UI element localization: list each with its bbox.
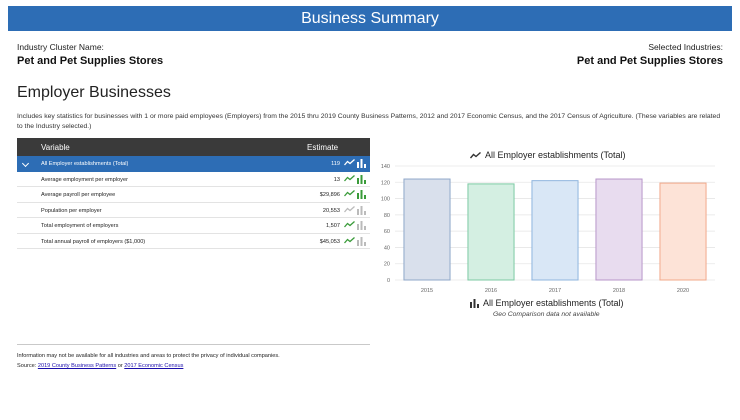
bar-chart-icon[interactable] — [357, 236, 366, 248]
chart-bar-2016[interactable] — [467, 183, 515, 281]
table-row[interactable]: Average employment per employer 13 — [17, 172, 370, 187]
row-estimate-value: $29,896 — [319, 192, 340, 198]
table-row[interactable]: All Employer establishments (Total) 119 — [17, 156, 370, 172]
page-header: Business Summary — [8, 6, 732, 31]
row-estimate-value: 1,507 — [326, 223, 340, 229]
column-header-estimate: Estimate — [307, 143, 339, 152]
bar-chart-icon[interactable] — [357, 221, 366, 232]
source-link-cbp[interactable]: 2019 County Business Patterns — [37, 363, 117, 369]
row-estimate-value: 13 — [333, 176, 340, 183]
y-tick-label: 100 — [381, 197, 390, 203]
y-tick-label: 20 — [384, 262, 390, 268]
trend-line-icon — [469, 152, 481, 159]
x-tick-label: 2020 — [677, 288, 689, 294]
chart-bar-2017[interactable] — [531, 180, 579, 281]
chart-bar-2018[interactable] — [595, 178, 643, 281]
table-row[interactable]: Total employment of employers 1,507 — [17, 218, 370, 234]
bar-chart-icon[interactable] — [357, 190, 366, 201]
selected-industries-label: Selected Industries: — [648, 42, 723, 52]
source-or: or — [116, 363, 125, 369]
selected-industries-value: Pet and Pet Supplies Stores — [576, 55, 723, 67]
industry-cluster-value: Pet and Pet Supplies Stores — [17, 55, 164, 67]
table-row[interactable]: Total annual payroll of employers ($1,00… — [17, 234, 370, 249]
trend-line-icon[interactable] — [344, 205, 355, 215]
trend-line-icon[interactable] — [344, 236, 355, 246]
privacy-note: Information may not be available for all… — [17, 353, 280, 359]
table-row[interactable]: Average payroll per employee $29,896 — [17, 187, 370, 203]
column-header-variable: Variable — [41, 143, 70, 152]
bar-chart-icon — [470, 299, 479, 309]
trend-line-icon[interactable] — [344, 221, 355, 230]
chart-legend: All Employer establishments (Total) — [470, 298, 624, 309]
bar-chart: 0 20 40 60 80 100 120 140 2015 2016 2017 2018 2020 — [381, 164, 715, 294]
chevron-down-icon[interactable] — [21, 159, 30, 168]
page-title: Business Summary — [301, 10, 439, 27]
row-variable-name: Average payroll per employee — [41, 192, 116, 198]
variables-table: Variable Estimate All Employer establish… — [17, 138, 370, 345]
section-title: Employer Businesses — [17, 84, 171, 101]
y-tick-label: 60 — [384, 229, 390, 235]
row-variable-name: Total annual payroll of employers ($1,00… — [41, 238, 146, 245]
row-variable-name: Population per employer — [41, 207, 102, 214]
bar-chart-icon[interactable] — [357, 205, 366, 217]
legend-label: All Employer establishments (Total) — [483, 298, 624, 308]
y-tick-label: 40 — [384, 245, 390, 251]
x-tick-label: 2015 — [421, 288, 433, 294]
chart-title: All Employer establishments (Total) — [469, 150, 626, 160]
x-tick-label: 2016 — [485, 288, 497, 294]
industry-cluster-label: Industry Cluster Name: — [17, 42, 104, 52]
row-estimate-value: $45,053 — [319, 238, 340, 245]
section-description: Includes key statistics for businesses w… — [17, 113, 721, 130]
bar-chart-icon[interactable] — [357, 159, 366, 170]
y-tick-label: 80 — [384, 213, 390, 219]
x-tick-label: 2017 — [549, 288, 561, 294]
source-prefix: Source: — [17, 363, 38, 369]
table-row[interactable]: Population per employer 20,553 — [17, 203, 370, 218]
chart-bar-2015[interactable] — [403, 178, 451, 281]
row-estimate-value: 119 — [331, 161, 340, 167]
source-link-economic-census[interactable]: 2017 Economic Census — [124, 363, 184, 369]
row-variable-name: Average employment per employer — [41, 176, 128, 183]
y-tick-label: 120 — [381, 180, 390, 186]
bar-chart-icon[interactable] — [357, 174, 366, 186]
trend-line-icon[interactable] — [344, 190, 355, 199]
x-tick-label: 2018 — [613, 288, 625, 294]
trend-line-icon[interactable] — [344, 159, 355, 168]
chart-title-text: All Employer establishments (Total) — [485, 150, 626, 160]
geo-comparison-note: Geo Comparison data not available — [493, 311, 600, 318]
source-line: Source: 2019 County Business Patterns or… — [17, 363, 183, 369]
y-tick-label: 140 — [381, 164, 390, 170]
y-tick-label: 0 — [387, 278, 390, 284]
row-estimate-value: 20,553 — [322, 207, 340, 214]
trend-line-icon[interactable] — [344, 174, 355, 184]
table-header: Variable Estimate — [17, 138, 370, 156]
row-variable-name: Total employment of employers — [41, 223, 119, 229]
row-variable-name: All Employer establishments (Total) — [41, 161, 129, 167]
chart-bar-2020[interactable] — [659, 182, 707, 281]
